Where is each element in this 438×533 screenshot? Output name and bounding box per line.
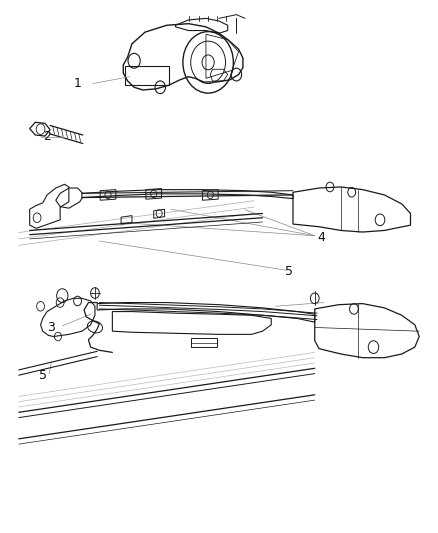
Text: 3: 3 — [47, 321, 55, 334]
Text: 5: 5 — [285, 265, 293, 278]
Text: 2: 2 — [43, 130, 51, 143]
Polygon shape — [82, 190, 293, 199]
Text: 1: 1 — [74, 77, 81, 90]
Text: 4: 4 — [318, 231, 325, 244]
Text: 5: 5 — [39, 369, 47, 382]
